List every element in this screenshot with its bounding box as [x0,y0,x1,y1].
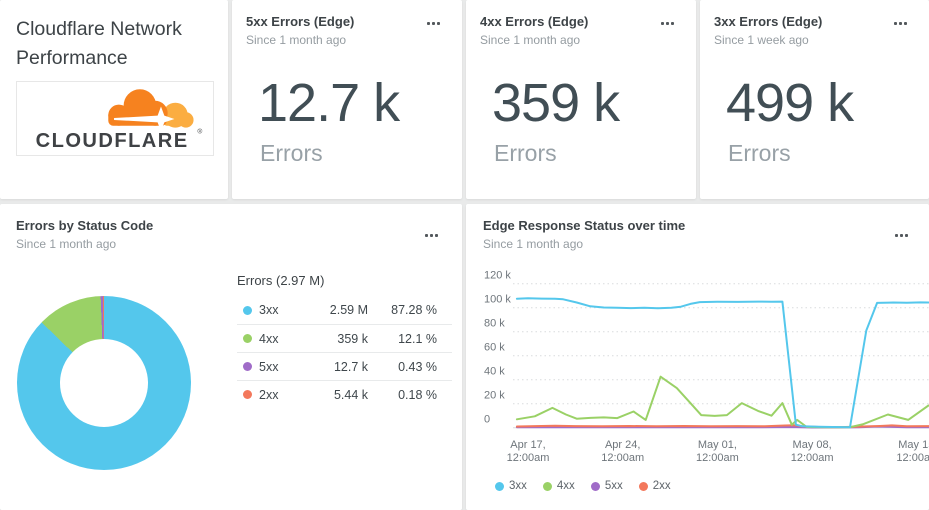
stat-unit-label: Errors [260,140,323,166]
line-chart[interactable]: 120 k 100 k 80 k 60 k 40 k 20 k 0 Apr 17, 12:00a… [466,262,929,474]
card-timeframe: Since 1 month ago [483,237,584,251]
series-dot-2xx [638,481,648,491]
svg-text:120 k: 120 k [484,270,511,282]
svg-text:100 k: 100 k [484,294,511,306]
stat-value: 499 k [726,73,854,133]
series-value: 5.44 k [333,387,368,402]
legend-row-4xx[interactable]: 4xx 359 k 12.1 % [237,324,452,352]
legend-item-2xx[interactable]: 2xx [638,480,671,492]
stat-card-4xx: 4xx Errors (Edge) Since 1 month ago 359 … [466,0,696,199]
svg-text:0: 0 [484,414,490,426]
svg-text:20 k: 20 k [484,390,505,402]
stat-card-3xx: 3xx Errors (Edge) Since 1 week ago 499 k… [700,0,929,199]
series-dot-3xx [495,481,504,491]
card-menu-button[interactable] [657,18,678,29]
card-menu-button[interactable] [890,18,911,29]
ellipsis-icon [895,234,908,237]
card-timeframe: Since 1 month ago [16,237,117,251]
series-value: 12.7 k [333,359,368,374]
series-value: 359 k [337,331,368,346]
legend-label: 3xx [509,480,527,492]
line-chart-legend: 3xx 4xx 5xx 2xx [495,480,671,492]
dashboard-title-card: Cloudflare Network Performance CLOUDFLAR… [0,0,228,199]
stat-value: 359 k [492,73,620,133]
stat-value: 12.7 k [258,73,400,133]
legend-item-4xx[interactable]: 4xx [542,480,575,492]
cloudflare-wordmark: CLOUDFLARE [36,129,189,151]
svg-text:40 k: 40 k [484,366,505,378]
legend-row-3xx[interactable]: 3xx 2.59 M 87.28 % [237,296,452,324]
svg-text:May 08,12:00am: May 08, 12:00am [791,439,834,464]
stat-card-title: 3xx Errors (Edge) [714,14,823,29]
series-dot-5xx [243,362,252,371]
ellipsis-icon [425,234,438,237]
ellipsis-icon [427,22,440,25]
legend-item-3xx[interactable]: 3xx [495,480,527,492]
series-percent: 87.28 % [391,303,437,317]
stat-card-5xx: 5xx Errors (Edge) Since 1 month ago 12.7… [232,0,462,199]
legend-header: Errors (2.97 M) [237,273,325,288]
stat-card-timeframe: Since 1 month ago [480,33,581,47]
card-title: Errors by Status Code [16,218,154,233]
series-value: 2.59 M [329,303,368,317]
series-dot-5xx [590,481,600,491]
legend-row-5xx[interactable]: 5xx 12.7 k 0.43 % [237,352,452,380]
dashboard-title: Cloudflare Network Performance [16,18,182,69]
series-percent: 0.18 % [398,387,437,402]
series-dot-3xx [243,305,252,315]
cloudflare-cloud-icon: CLOUDFLARE ® [36,88,202,151]
card-menu-button[interactable] [891,230,912,241]
card-menu-button[interactable] [421,230,442,241]
stat-card-timeframe: Since 1 week ago [714,33,809,47]
svg-text:May 01,12:00am: May 01, 12:00am [696,439,739,464]
card-menu-button[interactable] [423,18,444,29]
stat-card-title: 4xx Errors (Edge) [480,14,589,29]
stat-card-timeframe: Since 1 month ago [246,33,347,47]
ellipsis-icon [894,22,907,25]
series-label: 3xx [259,303,279,317]
donut-chart[interactable] [17,296,191,470]
svg-text:60 k: 60 k [484,342,505,354]
svg-text:80 k: 80 k [484,318,505,330]
legend-item-5xx[interactable]: 5xx [590,480,623,492]
edge-response-status-card: Edge Response Status over time Since 1 m… [466,204,929,510]
series-percent: 0.43 % [398,359,437,374]
svg-text:Apr 17,12:00am: Apr 17, 12:00am [507,439,550,464]
stat-unit-label: Errors [728,140,791,166]
ellipsis-icon [661,22,674,25]
series-dot-4xx [243,334,252,343]
svg-text:®: ® [197,127,202,135]
errors-by-status-card: Errors by Status Code Since 1 month ago … [0,204,462,510]
series-label: 4xx [259,331,279,346]
card-title: Edge Response Status over time [483,218,686,233]
legend-label: 2xx [652,480,671,492]
stat-card-title: 5xx Errors (Edge) [246,14,355,29]
legend-row-2xx[interactable]: 2xx 5.44 k 0.18 % [237,380,452,408]
stat-unit-label: Errors [494,140,557,166]
series-percent: 12.1 % [398,331,437,346]
series-label: 2xx [259,387,279,402]
legend-label: 4xx [556,480,575,492]
series-dot-4xx [542,481,552,491]
svg-text:May 15,12:00am: May 15,12:00am [896,439,929,464]
legend-label: 5xx [604,480,623,492]
series-dot-2xx [243,390,252,399]
svg-text:Apr 24,12:00am: Apr 24, 12:00am [601,439,644,464]
donut-legend-table: Errors (2.97 M) 3xx 2.59 M 87.28 % 4xx 3… [237,266,452,408]
cloudflare-logo: CLOUDFLARE ® [16,81,214,156]
series-label: 5xx [259,359,279,374]
donut-hole [60,339,148,427]
